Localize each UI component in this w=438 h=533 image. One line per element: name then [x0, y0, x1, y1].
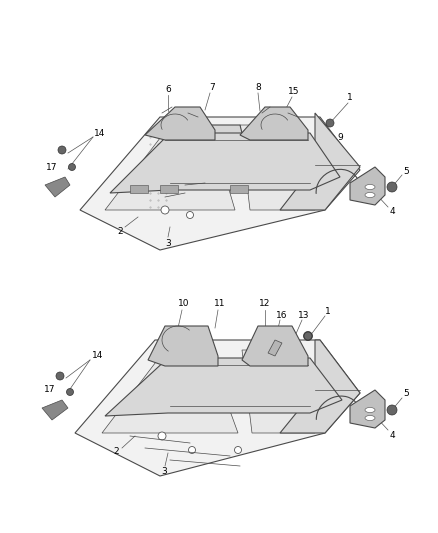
Text: 7: 7 — [209, 83, 215, 92]
Circle shape — [56, 372, 64, 380]
Text: 14: 14 — [92, 351, 104, 360]
Polygon shape — [240, 125, 315, 210]
Text: 4: 4 — [389, 431, 395, 440]
Polygon shape — [80, 117, 360, 250]
Circle shape — [304, 332, 312, 340]
Text: 6: 6 — [165, 85, 171, 93]
Polygon shape — [105, 125, 235, 210]
Bar — [230, 185, 248, 193]
Circle shape — [234, 447, 241, 454]
Polygon shape — [42, 400, 68, 420]
Bar — [130, 185, 148, 193]
Circle shape — [68, 164, 75, 171]
Text: 3: 3 — [161, 467, 167, 477]
Polygon shape — [210, 125, 250, 165]
Polygon shape — [110, 133, 340, 193]
Text: 8: 8 — [255, 83, 261, 92]
Text: 10: 10 — [178, 300, 190, 309]
Polygon shape — [350, 390, 385, 428]
Ellipse shape — [365, 192, 375, 198]
Polygon shape — [280, 113, 360, 210]
Circle shape — [326, 119, 334, 127]
Text: 14: 14 — [94, 128, 106, 138]
Text: 1: 1 — [325, 306, 331, 316]
Polygon shape — [148, 326, 218, 366]
Text: 17: 17 — [46, 163, 58, 172]
Text: 5: 5 — [403, 166, 409, 175]
Text: 2: 2 — [113, 448, 119, 456]
Polygon shape — [242, 326, 308, 366]
Text: 4: 4 — [389, 207, 395, 216]
Text: 17: 17 — [44, 385, 56, 394]
Polygon shape — [102, 350, 238, 433]
Circle shape — [387, 405, 397, 415]
Text: 16: 16 — [276, 311, 288, 319]
Circle shape — [187, 212, 194, 219]
Circle shape — [387, 182, 397, 192]
Text: 3: 3 — [165, 238, 171, 247]
Ellipse shape — [365, 416, 375, 421]
Text: 15: 15 — [288, 87, 300, 96]
Circle shape — [304, 332, 312, 341]
Circle shape — [158, 432, 166, 440]
Polygon shape — [240, 107, 308, 140]
Text: 5: 5 — [403, 390, 409, 399]
Polygon shape — [75, 340, 360, 476]
Circle shape — [67, 389, 74, 395]
Polygon shape — [105, 358, 342, 416]
Circle shape — [58, 146, 66, 154]
Ellipse shape — [365, 408, 375, 413]
Polygon shape — [45, 177, 70, 197]
Circle shape — [188, 447, 195, 454]
Text: 12: 12 — [259, 300, 271, 309]
Text: 2: 2 — [117, 227, 123, 236]
Text: 13: 13 — [298, 311, 310, 319]
Polygon shape — [145, 107, 215, 140]
Polygon shape — [268, 340, 282, 356]
Circle shape — [161, 206, 169, 214]
Text: 9: 9 — [337, 133, 343, 141]
Text: 11: 11 — [214, 300, 226, 309]
Ellipse shape — [365, 184, 375, 190]
Polygon shape — [350, 167, 385, 205]
Text: 1: 1 — [347, 93, 353, 101]
Polygon shape — [280, 340, 360, 433]
Polygon shape — [242, 350, 315, 433]
Bar — [160, 185, 178, 193]
